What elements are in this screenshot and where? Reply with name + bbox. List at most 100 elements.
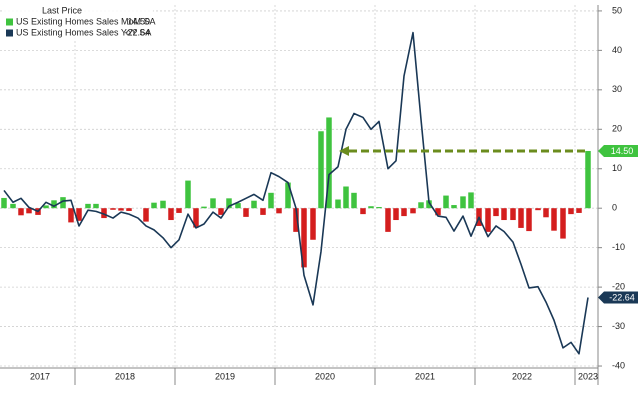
- bar: [501, 208, 507, 221]
- x-tick-label: 2017: [30, 371, 50, 381]
- line: [3, 31, 589, 355]
- bar: [385, 208, 391, 232]
- bar: [351, 192, 357, 209]
- bar: [210, 198, 216, 209]
- legend-title: Last Price: [42, 5, 82, 15]
- bar: [26, 208, 32, 214]
- bar: [160, 200, 166, 209]
- bar: [268, 192, 274, 209]
- bar: [468, 192, 474, 209]
- bar: [335, 199, 341, 209]
- bar: [85, 203, 91, 209]
- bar: [218, 208, 224, 215]
- legend-box: [3, 3, 153, 41]
- y-tick-label: -20: [612, 281, 625, 291]
- legend-value: -22.64: [124, 27, 150, 37]
- y-tick-label: -30: [612, 321, 625, 331]
- bar: [293, 208, 299, 232]
- y-tick-label: 30: [612, 84, 622, 94]
- bar: [201, 206, 207, 209]
- bar: [310, 208, 316, 240]
- bar: [326, 117, 332, 209]
- y-tick-label: 20: [612, 124, 622, 134]
- bar: [585, 150, 591, 209]
- legend-label: US Existing Homes Sales YoY SA: [16, 27, 151, 37]
- bar: [576, 208, 582, 213]
- y-tick-label: -10: [612, 242, 625, 252]
- bar: [10, 203, 16, 209]
- bar: [426, 200, 432, 209]
- legend-swatch: [6, 29, 13, 37]
- x-tick-label: 2023: [578, 371, 598, 381]
- bar: [318, 131, 324, 209]
- bar: [243, 208, 249, 217]
- bar: [301, 208, 307, 268]
- bar: [518, 208, 524, 228]
- bar: [193, 208, 199, 228]
- y-tick-label: 50: [612, 5, 622, 15]
- y-tick-label: 10: [612, 163, 622, 173]
- bar: [393, 208, 399, 221]
- bar: [1, 197, 7, 209]
- y-tick-label: 0: [612, 203, 617, 213]
- legend: Last Price US Existing Homes Sales MoM S…: [3, 3, 156, 41]
- bar: [60, 197, 66, 209]
- bar: [535, 208, 541, 211]
- bar: [368, 206, 374, 209]
- x-tick-label: 2021: [415, 371, 435, 381]
- value-tag: [598, 291, 638, 304]
- bar: [151, 202, 157, 209]
- bar: [18, 208, 24, 216]
- bar: [101, 208, 107, 219]
- arrow-head: [339, 145, 349, 156]
- value-tag-label: -22.64: [609, 292, 635, 302]
- bar: [376, 207, 382, 209]
- bar: [168, 208, 174, 221]
- bar: [526, 208, 532, 232]
- y-tick-label: -40: [612, 360, 625, 370]
- bar: [143, 208, 149, 222]
- bar: [460, 196, 466, 209]
- bar: [551, 208, 557, 231]
- bar: [493, 208, 499, 217]
- y-tick-label: 40: [612, 45, 622, 55]
- bar: [51, 200, 57, 209]
- x-tick-label: 2018: [115, 371, 135, 381]
- bar: [226, 198, 232, 209]
- bar: [276, 208, 282, 214]
- x-tick-label: 2020: [315, 371, 335, 381]
- bar: [118, 208, 124, 211]
- bar: [543, 208, 549, 218]
- legend-label: US Existing Homes Sales MoM SA: [16, 16, 156, 26]
- bar: [76, 208, 82, 221]
- bar: [285, 182, 291, 209]
- value-tag: [598, 144, 638, 157]
- bar: [68, 208, 74, 223]
- bar: [251, 200, 257, 209]
- bar: [485, 208, 491, 232]
- bar: [418, 202, 424, 209]
- bar: [435, 208, 441, 216]
- legend-swatch: [6, 18, 13, 26]
- bar: [560, 208, 566, 239]
- bar: [235, 203, 241, 209]
- grid: 50 40 30 20 10 0 -10 -20 -30 -40 2017 2018 2019 2020 2…: [0, 5, 625, 385]
- bar: [443, 195, 449, 209]
- bar: [93, 203, 99, 209]
- bar: [260, 208, 266, 215]
- bar: [176, 208, 182, 213]
- bar: [510, 208, 516, 221]
- bar: [568, 208, 574, 215]
- bar: [343, 186, 349, 209]
- bar: [43, 205, 49, 209]
- x-tick-label: 2022: [512, 371, 532, 381]
- bar: [185, 180, 191, 209]
- bar: [451, 205, 457, 209]
- marks: [1, 31, 591, 355]
- bar: [410, 208, 416, 214]
- bar: [126, 208, 132, 211]
- value-tag-label: 14.50: [611, 146, 634, 156]
- bar: [110, 208, 116, 210]
- x-tick-label: 2019: [215, 371, 235, 381]
